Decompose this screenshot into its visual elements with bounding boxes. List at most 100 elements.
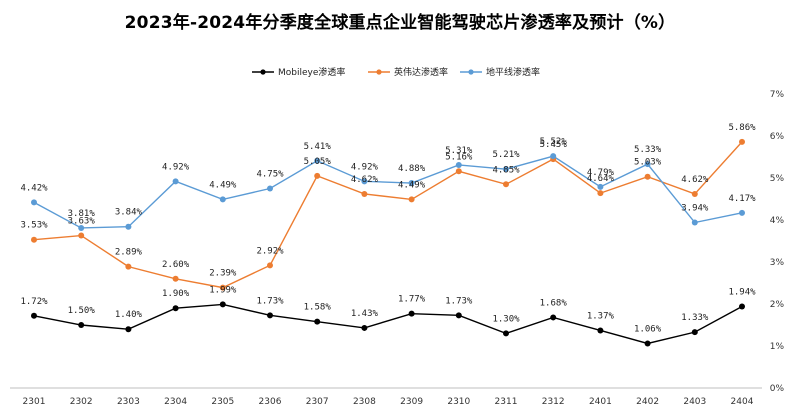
data-point	[31, 236, 37, 243]
data-label: 4.88%	[398, 164, 426, 174]
data-point	[314, 172, 321, 179]
data-label: 1.43%	[351, 309, 379, 319]
data-point	[267, 185, 273, 192]
x-tick-label: 2302	[70, 397, 93, 407]
x-tick-label: 2301	[23, 397, 46, 407]
data-label: 1.72%	[20, 297, 48, 307]
data-label: 2.60%	[162, 260, 190, 270]
data-label: 1.73%	[256, 296, 284, 306]
data-label: 3.94%	[681, 204, 709, 214]
data-point	[314, 157, 321, 164]
data-label: 5.86%	[728, 123, 756, 133]
series-lines	[33, 141, 743, 345]
data-point	[172, 275, 179, 282]
data-label: 4.64%	[587, 174, 615, 184]
data-label: 5.45%	[540, 140, 568, 150]
y-tick-label: 3%	[770, 258, 785, 268]
x-tick-label: 2306	[259, 397, 282, 407]
legend-label: 英伟达渗透率	[394, 66, 448, 78]
data-label: 2.92%	[256, 246, 284, 256]
data-point	[408, 180, 415, 187]
y-tick-label: 7%	[770, 90, 785, 100]
data-point	[267, 312, 273, 319]
data-label: 4.92%	[351, 162, 379, 172]
y-tick-label: 5%	[770, 174, 785, 184]
data-labels: 1.72% 1.50% 1.40% 1.90% 1.99% 1.73% 1.58% 1.43%…	[20, 123, 756, 335]
data-label: 1.37%	[587, 311, 615, 321]
data-point	[550, 314, 557, 321]
data-point	[125, 326, 132, 333]
data-label: 3.53%	[20, 221, 48, 231]
x-tick-label: 2401	[589, 397, 612, 407]
data-label: 1.58%	[304, 303, 332, 313]
data-label: 4.75%	[256, 170, 284, 180]
data-label: 1.30%	[492, 314, 520, 324]
data-point	[691, 190, 698, 197]
data-label: 1.94%	[728, 288, 756, 298]
data-label: 4.49%	[398, 180, 426, 190]
y-tick-label: 2%	[770, 300, 785, 310]
data-point	[503, 166, 509, 173]
data-label: 3.84%	[115, 208, 143, 218]
x-tick-label: 2402	[636, 397, 659, 407]
data-label: 5.03%	[634, 158, 662, 168]
data-label: 5.05%	[304, 157, 332, 167]
data-point	[314, 318, 321, 325]
data-label: 1.06%	[634, 324, 662, 334]
legend-marker	[260, 69, 266, 75]
data-point	[691, 219, 698, 226]
data-point	[691, 329, 698, 336]
y-tick-label: 0%	[770, 384, 785, 394]
data-point	[172, 178, 179, 185]
data-label: 2.89%	[115, 248, 143, 258]
chart-title: 2023年-2024年分季度全球重点企业智能驾驶芯片渗透率及预计（%）	[124, 13, 676, 33]
data-label: 1.99%	[209, 285, 237, 295]
series-points	[31, 138, 745, 347]
x-tick-label: 2403	[683, 397, 706, 407]
data-label: 1.73%	[445, 296, 473, 306]
y-tick-label: 1%	[770, 342, 785, 352]
data-label: 1.90%	[162, 289, 190, 299]
data-point	[219, 284, 226, 291]
x-tick-label: 2303	[117, 397, 140, 407]
x-tick-label: 2310	[447, 397, 470, 407]
data-label: 4.92%	[162, 162, 190, 172]
legend-marker	[376, 69, 382, 75]
x-tick-label: 2304	[164, 397, 187, 407]
data-point	[550, 153, 557, 160]
data-point	[125, 223, 132, 230]
data-point	[361, 178, 368, 185]
data-point	[78, 224, 85, 231]
data-label: 1.68%	[540, 298, 568, 308]
data-point	[503, 330, 509, 337]
x-tick-label: 2308	[353, 397, 376, 407]
series-line	[33, 155, 743, 229]
data-point	[455, 312, 462, 319]
data-point	[597, 327, 604, 334]
data-point	[408, 310, 415, 317]
data-point	[739, 138, 745, 145]
data-point	[739, 209, 745, 216]
series-line	[33, 141, 743, 289]
data-label: 3.81%	[68, 209, 96, 219]
legend-marker	[468, 69, 474, 75]
x-tick-label: 2305	[211, 397, 234, 407]
data-point	[361, 324, 368, 331]
data-point	[408, 196, 415, 203]
data-point	[503, 181, 509, 188]
data-point	[597, 190, 604, 197]
data-point	[361, 190, 368, 197]
legend-label: Mobileye渗透率	[278, 66, 345, 78]
data-point	[31, 312, 37, 319]
data-point	[219, 196, 226, 203]
data-point	[644, 340, 651, 347]
data-point	[31, 199, 37, 206]
y-tick-label: 6%	[770, 132, 785, 142]
data-point	[267, 262, 273, 269]
x-tick-label: 2404	[731, 397, 754, 407]
data-point	[78, 232, 85, 239]
data-label: 1.40%	[115, 310, 143, 320]
data-point	[78, 322, 85, 328]
x-tick-label: 2311	[495, 397, 518, 407]
